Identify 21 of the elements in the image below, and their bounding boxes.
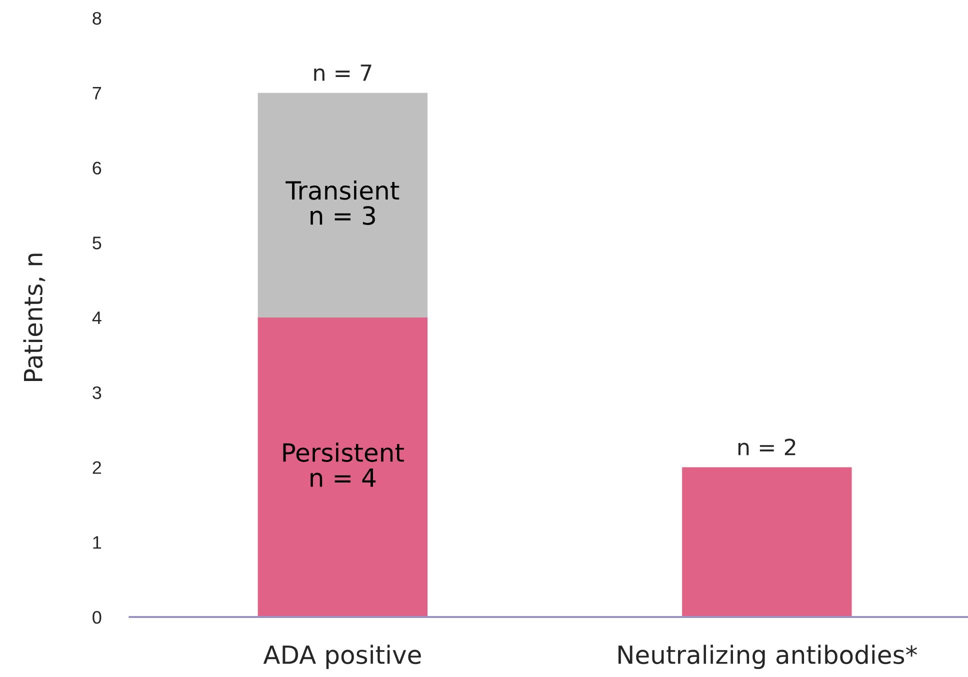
y-tick-label: 2 — [92, 461, 102, 474]
data-label: n = 4 — [310, 468, 376, 487]
y-tick-label: 3 — [92, 386, 102, 400]
total-label: n = 7 — [314, 64, 372, 81]
y-tick-label: 4 — [92, 312, 102, 324]
data-label: n = 3 — [310, 206, 375, 226]
y-tick-label: 5 — [92, 236, 102, 250]
y-tick-label: 8 — [92, 12, 102, 25]
bar — [258, 92, 428, 318]
y-tick-label: 7 — [92, 87, 102, 100]
x-tick-label: ADA positive — [263, 644, 421, 669]
y-tick-label: 6 — [92, 162, 102, 174]
x-tick-label: Neutralizing antibodies* — [618, 644, 918, 669]
series-label: Persistent — [283, 442, 404, 462]
total-label: n = 2 — [738, 438, 796, 456]
y-tick-label: 1 — [93, 536, 102, 549]
y-axis-title: Patients, n — [23, 254, 46, 381]
bar — [258, 318, 428, 618]
bar — [682, 467, 852, 618]
series-label: Transient — [286, 180, 400, 200]
y-tick-label: 0 — [92, 610, 102, 624]
